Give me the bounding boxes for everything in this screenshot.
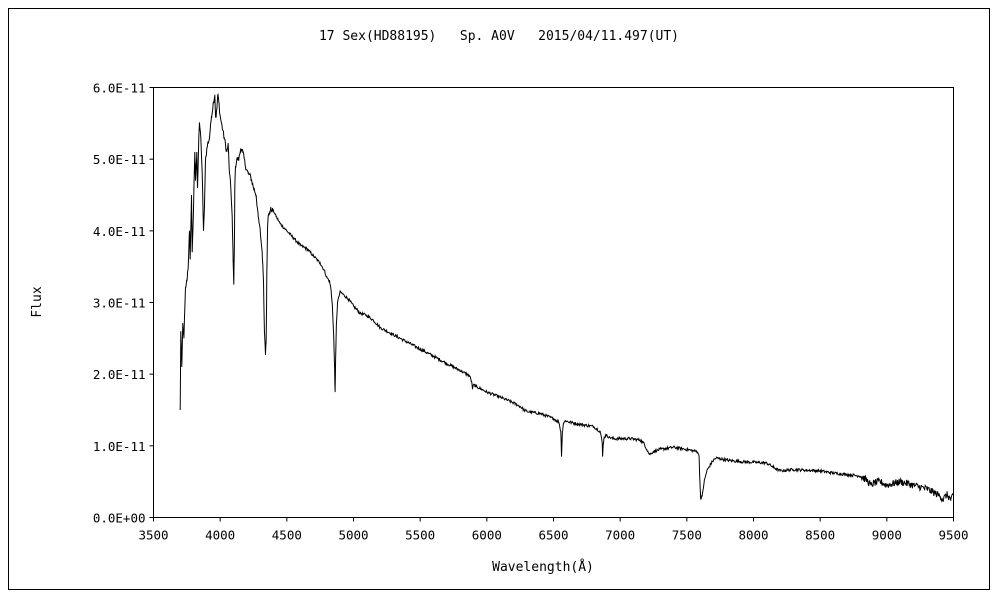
x-tick-label: 7000 bbox=[605, 528, 635, 543]
x-tick-label: 9500 bbox=[938, 528, 968, 543]
spectrum-line bbox=[179, 93, 954, 504]
x-axis-title: Wavelength(Å) bbox=[492, 559, 594, 575]
x-tick-label: 9000 bbox=[872, 528, 902, 543]
y-tick-label: 6.0E-11 bbox=[93, 81, 146, 96]
y-tick-label: 0.0E+00 bbox=[93, 511, 146, 526]
x-tick-label: 8500 bbox=[805, 528, 835, 543]
y-tick-label: 5.0E-11 bbox=[93, 152, 146, 167]
x-tick-label: 7500 bbox=[672, 528, 702, 543]
spectrum-chart: 17 Sex(HD88195) Sp. A0V 2015/04/11.497(U… bbox=[30, 29, 969, 575]
x-tick-label: 4000 bbox=[205, 528, 235, 543]
y-axis-title: Flux bbox=[30, 286, 45, 317]
chart-frame: 17 Sex(HD88195) Sp. A0V 2015/04/11.497(U… bbox=[8, 8, 990, 590]
y-tick-label: 1.0E-11 bbox=[93, 439, 146, 454]
x-tick-label: 6500 bbox=[538, 528, 568, 543]
x-tick-label: 3500 bbox=[138, 528, 168, 543]
y-tick-label: 3.0E-11 bbox=[93, 296, 146, 311]
plot-area bbox=[153, 87, 954, 518]
x-tick-label: 5000 bbox=[338, 528, 368, 543]
y-axis: 0.0E+00 1.0E-11 2.0E-11 3.0E-11 4.0E-11 5.0E-… bbox=[93, 81, 154, 526]
y-tick-label: 4.0E-11 bbox=[93, 224, 146, 239]
x-tick-label: 6000 bbox=[472, 528, 502, 543]
x-tick-label: 8000 bbox=[738, 528, 768, 543]
chart-title: 17 Sex(HD88195) Sp. A0V 2015/04/11.497(U… bbox=[319, 29, 679, 44]
y-tick-label: 2.0E-11 bbox=[93, 367, 146, 382]
x-tick-label: 4500 bbox=[272, 528, 302, 543]
x-tick-label: 5500 bbox=[405, 528, 435, 543]
x-axis: 3500 4000 4500 5000 5500 6000 6500 7000 7500 8000… bbox=[138, 517, 969, 543]
